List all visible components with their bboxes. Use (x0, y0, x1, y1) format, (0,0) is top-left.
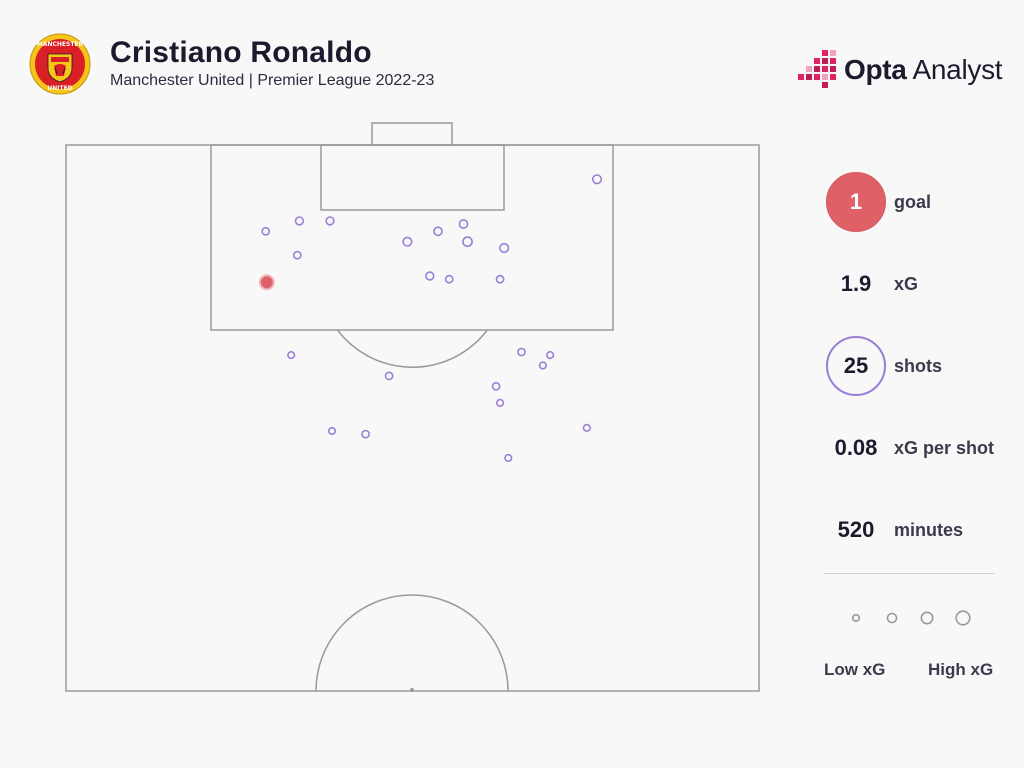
shots-value: 25 (843, 353, 869, 378)
page-title: Cristiano Ronaldo (110, 36, 372, 69)
shot-point-15 (384, 371, 394, 381)
legend-low-xg: Low xG (824, 660, 886, 679)
legend-size-dot-0 (851, 613, 861, 623)
shot-point-3 (261, 226, 271, 236)
stat-xg: 1.9 xG (820, 254, 1010, 314)
six-yard-box (320, 144, 505, 211)
goal-marker (826, 172, 886, 232)
xg-label: xG (894, 273, 919, 294)
legend-high-xg: High xG (928, 660, 994, 679)
brand-name-regular: Analyst (912, 54, 1003, 85)
brand-name-bold: Opta (844, 54, 907, 85)
legend-size-dot-2 (920, 611, 934, 625)
legend-size-dot-1 (886, 612, 898, 624)
legend-divider (824, 573, 995, 574)
shot-point-17 (545, 351, 555, 360)
shot-point-7 (433, 226, 443, 237)
shots-layer (258, 174, 603, 463)
stat-shots: 25 shots (820, 336, 1010, 396)
xg-per-shot-value: 0.08 (834, 435, 878, 460)
goal (371, 122, 453, 146)
xg-per-shot-label: xG per shot (894, 437, 995, 458)
shot-point-16 (517, 347, 526, 357)
shot-point-19 (491, 381, 501, 391)
shot-point-8 (458, 219, 469, 229)
stat-minutes: 520 minutes (820, 500, 1010, 560)
xg-size-legend (851, 610, 971, 626)
shot-point-11 (425, 271, 435, 281)
shot-goal-0 (258, 274, 275, 291)
opta-logo-icon (798, 50, 836, 88)
minutes-value: 520 (837, 517, 875, 542)
centre-circle (315, 594, 509, 692)
legend-size-dot-3 (955, 610, 971, 626)
shot-point-4 (325, 216, 335, 226)
shot-marker (826, 336, 886, 396)
page-subtitle: Manchester United | Premier League 2022-… (110, 72, 435, 89)
stat-xg-per-shot: 0.08 xG per shot (820, 418, 1010, 478)
xg-value: 1.9 (840, 271, 872, 296)
shot-point-12 (444, 274, 454, 284)
minutes-label: minutes (894, 519, 964, 540)
shot-point-9 (462, 236, 473, 248)
penalty-arc (336, 329, 488, 368)
shot-point-21 (582, 423, 591, 433)
manchester-united-crest-icon: MANCHESTER UNITED (29, 33, 91, 95)
stat-goals: 1 goal (820, 172, 1010, 232)
shot-point-24 (504, 453, 513, 463)
goals-value: 1 (849, 189, 863, 214)
shot-point-6 (402, 236, 413, 247)
shot-point-2 (294, 216, 305, 226)
shot-point-22 (327, 426, 337, 436)
shot-point-14 (287, 351, 296, 360)
shot-point-18 (538, 361, 548, 370)
shot-point-1 (591, 174, 603, 185)
pitch-lines (65, 122, 760, 692)
shot-point-10 (499, 242, 510, 254)
centre-spot (410, 688, 414, 692)
svg-text:UNITED: UNITED (47, 85, 72, 92)
goals-label: goal (894, 191, 932, 212)
shot-point-5 (292, 250, 302, 260)
svg-text:MANCHESTER: MANCHESTER (37, 41, 84, 48)
shot-point-23 (361, 429, 370, 439)
opta-analyst-logo: Opta Analyst (796, 46, 1006, 94)
shot-point-20 (496, 398, 505, 408)
penalty-area (210, 144, 614, 331)
pitch-outline (65, 144, 760, 692)
shot-point-13 (495, 274, 505, 284)
shots-label: shots (894, 355, 943, 376)
